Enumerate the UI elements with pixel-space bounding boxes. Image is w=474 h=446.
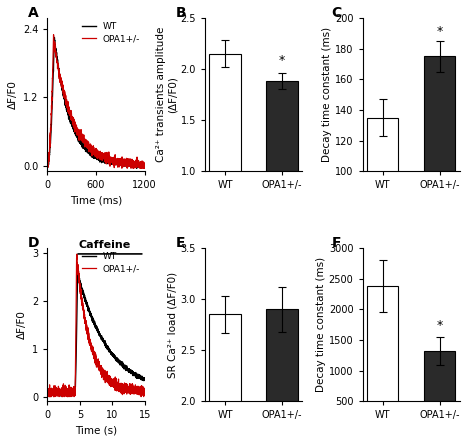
WT (90, 319, 95, 324)
Text: *: * (437, 319, 443, 332)
OPA1+/- (90, 351, 95, 356)
WT (87, 149, 92, 155)
WT (96, 154, 101, 159)
WT (45, 389, 50, 395)
WT (45, 162, 50, 168)
Y-axis label: Decay time constant (ms): Decay time constant (ms) (316, 257, 326, 392)
Line: OPA1+/-: OPA1+/- (47, 254, 145, 396)
WT (57, 78, 63, 83)
WT (142, 377, 147, 383)
Y-axis label: Ca²⁺ transients amplitude
(ΔF/F0): Ca²⁺ transients amplitude (ΔF/F0) (156, 27, 178, 162)
Legend: WT, OPA1+/-: WT, OPA1+/- (82, 252, 140, 273)
X-axis label: Time (ms): Time (ms) (70, 196, 122, 206)
WT (57, 393, 63, 399)
Line: WT: WT (47, 272, 145, 396)
Text: F: F (331, 235, 341, 250)
WT (100, 339, 106, 344)
Line: OPA1+/-: OPA1+/- (47, 35, 145, 169)
WT (86, 306, 91, 311)
WT (134, 165, 139, 171)
Text: E: E (176, 235, 185, 250)
OPA1+/- (77, 135, 83, 140)
Bar (210, 314, 241, 446)
Bar (266, 310, 298, 446)
WT (52, 391, 58, 396)
Y-axis label: SR Ca²⁺ load (ΔF/F0): SR Ca²⁺ load (ΔF/F0) (168, 272, 178, 378)
OPA1+/- (56, 392, 62, 397)
Bar (210, 54, 241, 273)
OPA1+/- (52, 389, 58, 394)
WT (88, 312, 94, 317)
Line: WT: WT (47, 37, 145, 168)
Text: Caffeine: Caffeine (79, 240, 131, 250)
OPA1+/- (98, 150, 103, 155)
Text: D: D (28, 235, 39, 250)
WT (52, 35, 57, 40)
Text: C: C (331, 5, 342, 20)
OPA1+/- (45, 386, 50, 391)
Bar (266, 81, 298, 273)
Text: A: A (28, 5, 39, 20)
Y-axis label: Decay time constant (ms): Decay time constant (ms) (322, 27, 332, 162)
OPA1+/- (57, 76, 63, 81)
Bar (424, 56, 456, 325)
Y-axis label: ΔF/F0: ΔF/F0 (8, 80, 18, 109)
WT (56, 391, 62, 396)
OPA1+/- (87, 145, 92, 151)
OPA1+/- (45, 394, 51, 399)
OPA1+/- (51, 32, 56, 37)
Text: B: B (176, 5, 186, 20)
X-axis label: Time (s): Time (s) (75, 426, 117, 436)
Text: *: * (437, 25, 443, 38)
OPA1+/- (74, 252, 80, 257)
OPA1+/- (130, 166, 136, 171)
Bar (367, 286, 398, 432)
WT (61, 93, 67, 99)
Bar (367, 118, 398, 325)
Y-axis label: ΔF/F0: ΔF/F0 (17, 310, 27, 339)
OPA1+/- (88, 345, 94, 350)
OPA1+/- (142, 162, 147, 167)
Legend: WT, OPA1+/-: WT, OPA1+/- (82, 22, 140, 43)
Bar (424, 351, 456, 432)
OPA1+/- (86, 338, 91, 343)
OPA1+/- (142, 386, 147, 392)
WT (98, 157, 103, 162)
OPA1+/- (61, 89, 67, 95)
OPA1+/- (96, 151, 101, 157)
WT (77, 139, 83, 144)
OPA1+/- (45, 163, 50, 168)
WT (142, 161, 147, 166)
Text: *: * (279, 54, 285, 67)
OPA1+/- (100, 369, 106, 375)
WT (75, 269, 81, 275)
